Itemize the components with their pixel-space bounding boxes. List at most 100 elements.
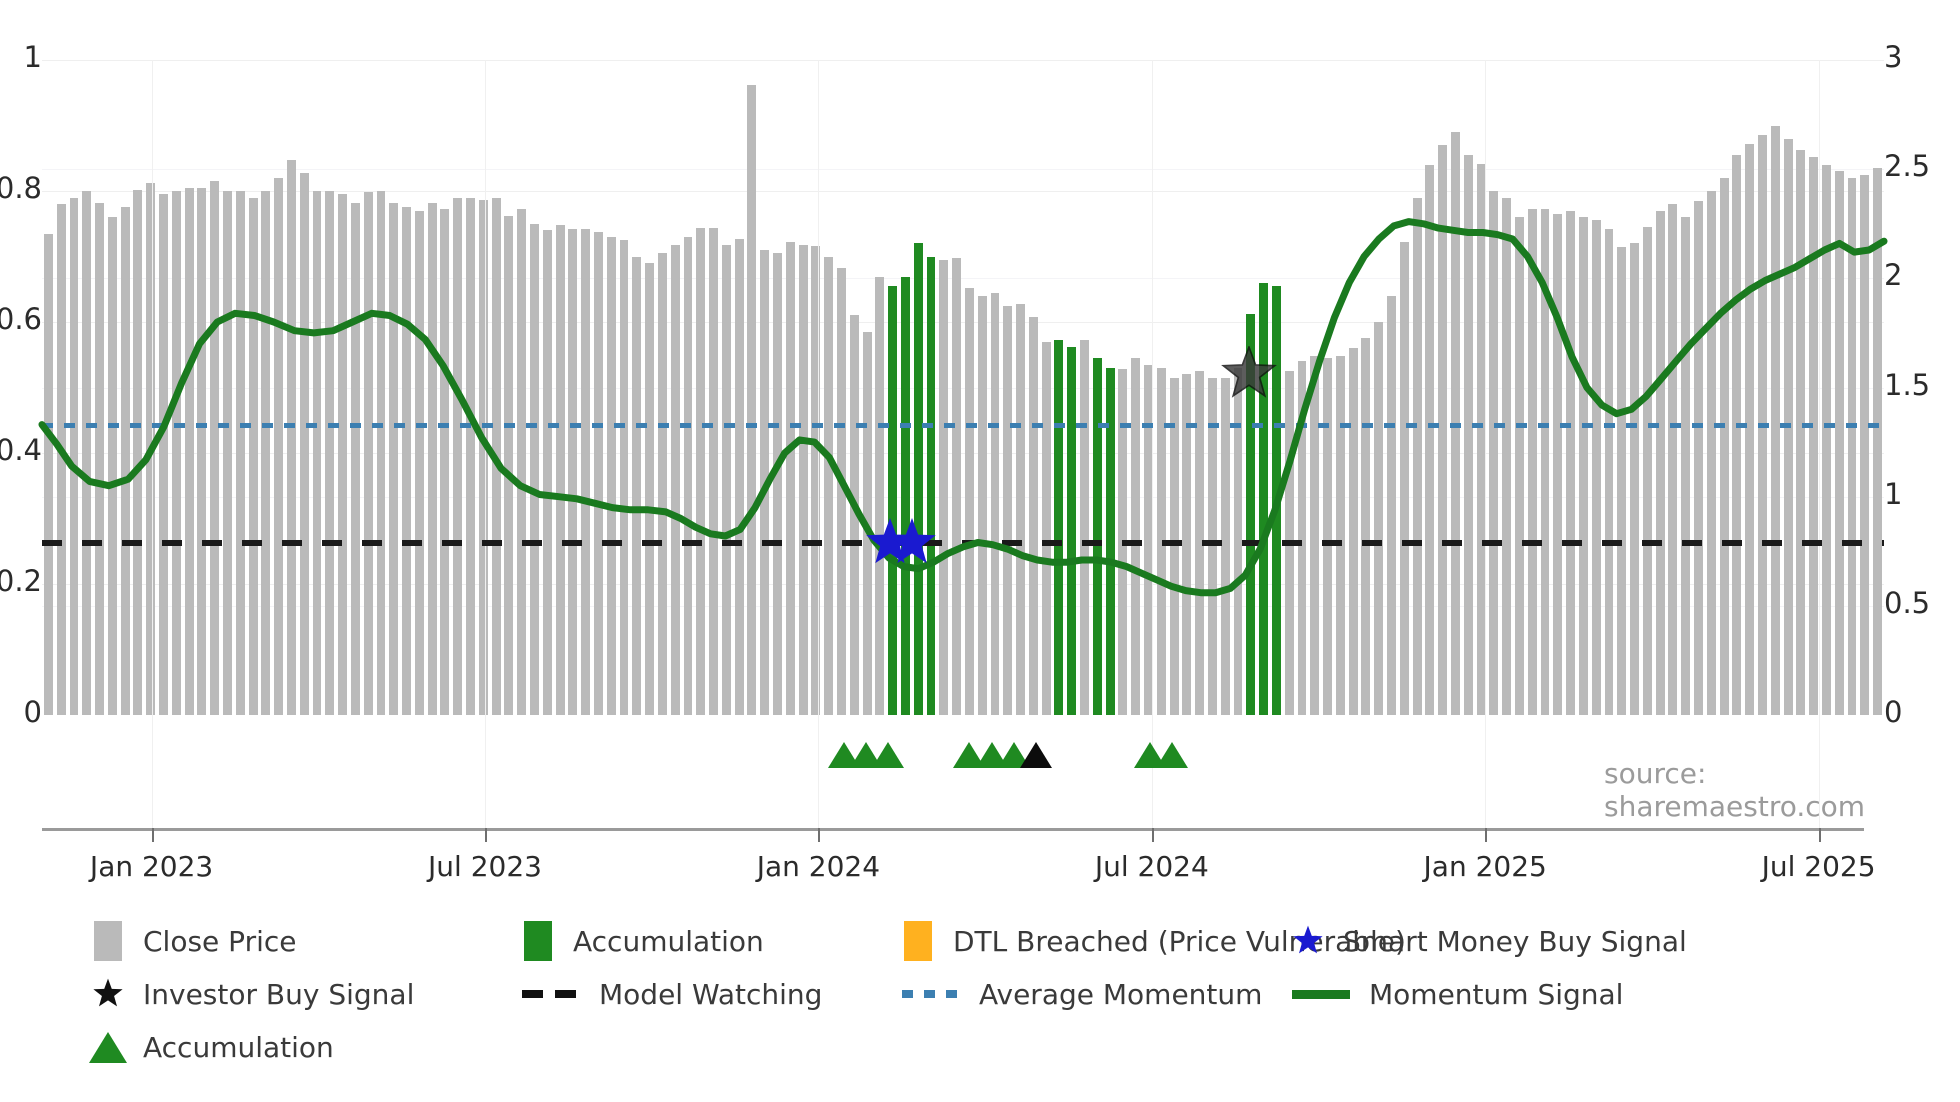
average-momentum-line-icon (902, 990, 960, 998)
investor-buy-star-icon (92, 973, 124, 1015)
momentum-signal-line (38, 218, 1888, 597)
y-axis-right-tick: 0 (1884, 695, 1903, 729)
close-price-bar (1361, 338, 1371, 715)
gridline (42, 278, 1884, 280)
close-price-bar (1540, 209, 1550, 715)
legend-label: Model Watching (599, 977, 823, 1011)
legend-item-accumulation-triangle[interactable]: Accumulation (89, 1026, 334, 1068)
close-price-bar (1770, 125, 1780, 715)
y-axis-left-tick: 1 (23, 40, 42, 74)
close-price-bar (939, 259, 949, 715)
investor-buy-star-icon (1220, 345, 1277, 406)
accumulation-triangle-icon (1156, 742, 1189, 768)
x-axis-tick-label: Jul 2023 (428, 850, 542, 883)
legend-item-investor-buy[interactable]: Investor Buy Signal (92, 973, 414, 1015)
gridline (42, 584, 1884, 585)
legend-row: Investor Buy Signal Model Watching Average… (92, 973, 1912, 1017)
close-price-bar (248, 197, 258, 715)
legend-item-dtl-breached[interactable]: DTL Breached (Price Vulnerable) (902, 920, 1406, 962)
accumulation-bar (888, 285, 898, 715)
close-price-bar (1578, 217, 1588, 715)
close-price-bar (1438, 145, 1448, 715)
close-price-bar (747, 84, 757, 715)
close-price-bar (1374, 322, 1384, 715)
close-price-bar (1310, 356, 1320, 715)
accumulation-bar (1067, 346, 1077, 715)
gridline (42, 169, 1884, 171)
close-price-bar (69, 197, 79, 715)
y-axis-left-tick: 0.8 (0, 171, 42, 205)
legend-item-smart-money-buy[interactable]: Smart Money Buy Signal (1292, 920, 1687, 962)
close-price-bar (670, 244, 680, 715)
close-price-bar (773, 253, 782, 715)
close-price-bar (952, 257, 962, 715)
gridline (42, 453, 1884, 454)
close-price-bar (990, 292, 1000, 715)
close-price-bar (402, 207, 412, 715)
close-price-bar (286, 159, 296, 715)
close-price-bar (568, 229, 578, 715)
close-price-bar (657, 253, 667, 715)
legend-item-model-watching[interactable]: Model Watching (522, 973, 822, 1015)
y-axis-left-tick: 0.4 (0, 433, 42, 467)
y-axis-right-tick: 1.5 (1884, 367, 1931, 402)
close-price-bar (120, 207, 130, 715)
close-price-bar (210, 181, 220, 715)
close-price-bar (593, 231, 603, 715)
momentum-signal-swatch (1292, 973, 1350, 1015)
x-gridline (1151, 60, 1153, 828)
close-price-bar (440, 209, 450, 715)
close-price-bar (1553, 213, 1563, 715)
close-price-bar (1821, 164, 1831, 715)
accumulation-bar (1246, 314, 1256, 715)
close-price-swatch (92, 920, 124, 962)
close-price-bar (325, 191, 335, 715)
legend-item-average-momentum[interactable]: Average Momentum (902, 973, 1262, 1015)
close-price-swatch-icon (94, 921, 122, 961)
close-price-bar (1514, 217, 1524, 715)
close-price-bar (964, 287, 974, 715)
accumulation-bar (913, 243, 923, 715)
close-price-bar (1642, 227, 1652, 715)
close-price-bar (1412, 197, 1422, 715)
y-axis-right-tick: 2 (1884, 258, 1903, 293)
legend-label: Investor Buy Signal (143, 977, 415, 1011)
legend-item-momentum-signal[interactable]: Momentum Signal (1292, 973, 1623, 1015)
smart-money-buy-star-icon (864, 517, 916, 573)
x-gridline (1818, 60, 1820, 828)
y-axis-right-tick: 1 (1884, 476, 1903, 511)
x-axis-tick-label: Jul 2025 (1761, 850, 1876, 883)
close-price-bar (1476, 163, 1486, 715)
gridline (42, 322, 1884, 323)
close-price-bar (197, 187, 207, 715)
y-axis-right-tick: 3 (1884, 40, 1903, 74)
close-price-bar (350, 202, 360, 715)
close-price-bar (734, 239, 744, 715)
close-price-bar (389, 202, 399, 715)
accumulation-triangle-icon (1019, 742, 1052, 768)
close-price-bar (1387, 295, 1396, 715)
close-price-bar (1207, 377, 1217, 715)
model-watching-line-icon (522, 990, 580, 998)
close-price-bar (1463, 154, 1473, 715)
close-price-bar (235, 191, 245, 715)
close-price-bar (977, 295, 987, 715)
accumulation-bar (926, 256, 936, 715)
close-price-bar (376, 191, 386, 715)
close-price-bar (1834, 171, 1844, 715)
y-axis-left-tick: 0.6 (0, 302, 42, 336)
close-price-bar (363, 192, 373, 715)
close-price-bar (1566, 210, 1576, 715)
close-price-bar (159, 194, 168, 715)
legend-item-close-price[interactable]: Close Price (92, 920, 296, 962)
close-price-bar (645, 263, 655, 715)
legend-label: Smart Money Buy Signal (1343, 924, 1687, 958)
close-price-bar (184, 187, 194, 715)
legend-item-accumulation-bar[interactable]: Accumulation (522, 920, 764, 962)
x-axis-tick-mark (1485, 828, 1488, 842)
legend-row: Close Price Accumulation DTL Breached (Pri… (92, 920, 1912, 964)
x-axis-tick-mark (151, 828, 154, 842)
close-price-bar (43, 233, 53, 715)
close-price-bar (721, 244, 731, 715)
close-price-bar (785, 242, 795, 715)
